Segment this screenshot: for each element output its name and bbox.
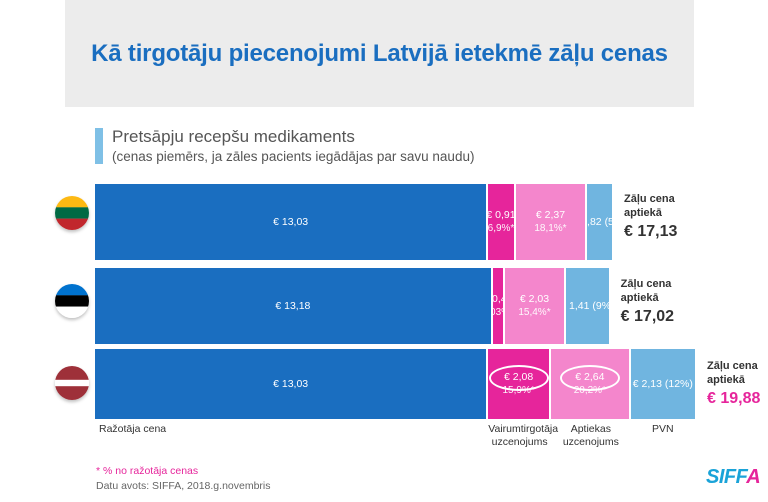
- bar-segment-wholesale: € 0,91 6,9%*: [488, 184, 516, 260]
- bar-percent-label: 15,4%*: [518, 307, 551, 318]
- bar-row-estonia: € 13,18 € 0,40 3,03%* € 2,03 15,4%* € 1,41 (9…: [95, 268, 609, 344]
- bar-segment-pharmacy: € 2,64 20,2%*: [551, 349, 631, 419]
- legend-wholesale-markup: Vairumtirgotāja uzcenojums: [488, 423, 559, 448]
- bar-value-label: € 0,40: [492, 293, 503, 305]
- bar-segment-vat: € 2,13 (12%): [630, 349, 695, 419]
- highlight-ellipse: [488, 365, 549, 391]
- bar-percent-label: 3,03%*: [493, 307, 503, 318]
- data-source: Datu avots: SIFFA, 2018.g.novembris: [96, 480, 271, 492]
- legend-pharmacy-markup: Aptiekas uzcenojums: [562, 423, 619, 448]
- total-price-estonia: Zāļu cena aptiekā € 17,02: [621, 277, 674, 326]
- page-title: Kā tirgotāju piecenojumi Latvijā ietekmē…: [91, 39, 668, 67]
- bar-row-latvia: € 13,03 € 2,08 15,9%* € 2,64 20,2%* € 2,13 (1…: [95, 349, 695, 419]
- legend-vat: PVN: [652, 423, 674, 435]
- total-price-lithuania: Zāļu cena aptiekā € 17,13: [624, 192, 677, 241]
- bar-value-label: € 1,41 (9%): [566, 300, 609, 312]
- legend-manufacturer-price: Ražotāja cena: [99, 423, 167, 435]
- siffa-logo: SIFFA: [706, 466, 761, 489]
- bar-segment-vat: € 0,82 (5%): [587, 184, 612, 260]
- total-label: Zāļu cena: [624, 193, 675, 205]
- latvia-flag-icon: [55, 366, 89, 400]
- highlight-ellipse: [559, 365, 620, 391]
- bar-value-label: € 13,03: [273, 378, 309, 390]
- bar-segment-manufacturer: € 13,03: [95, 349, 489, 419]
- bar-segment-wholesale: € 0,40 3,03%*: [492, 268, 505, 344]
- bar-percent-label: 18,1%*: [534, 223, 567, 234]
- total-label: aptiekā: [624, 207, 662, 219]
- logo-text: SIFF: [706, 466, 747, 488]
- chart-subtitle-note: (cenas piemērs, ja zāles pacients iegādā…: [112, 149, 475, 164]
- chart-subtitle: Pretsāpju recepšu medikaments: [112, 127, 355, 146]
- total-label: Zāļu cena: [707, 360, 758, 372]
- bar-percent-label: 6,9%*: [488, 223, 515, 234]
- total-label: aptiekā: [620, 292, 659, 304]
- subtitle-marker: [95, 128, 103, 164]
- bar-segment-manufacturer: € 13,18: [95, 268, 493, 344]
- total-value: € 17,13: [624, 223, 678, 240]
- bar-row-lithuania: € 13,03 € 0,91 6,9%* € 2,37 18,1%* € 0,82 (5%…: [95, 184, 612, 260]
- bar-segment-vat: € 1,41 (9%): [566, 268, 609, 344]
- bar-value-label: € 0,91: [488, 209, 516, 221]
- bar-value-label: € 13,18: [275, 300, 311, 312]
- bar-value-label: € 2,37: [535, 209, 566, 221]
- lithuania-flag-icon: [55, 196, 89, 230]
- bar-value-label: € 0,82 (5%): [587, 216, 612, 228]
- total-label: Zāļu cena: [620, 278, 672, 290]
- total-label: aptiekā: [707, 374, 745, 386]
- bar-segment-wholesale: € 2,08 15,9%*: [488, 349, 552, 419]
- total-value: € 17,02: [620, 308, 675, 325]
- bar-segment-pharmacy: € 2,03 15,4%*: [504, 268, 567, 344]
- total-price-latvia: Zāļu cena aptiekā € 19,88: [707, 359, 760, 408]
- logo-accent: A: [746, 466, 761, 488]
- title-banner: Kā tirgotāju piecenojumi Latvijā ietekmē…: [65, 0, 694, 107]
- bar-segment-manufacturer: € 13,03: [95, 184, 489, 260]
- bar-segment-pharmacy: € 2,37 18,1%*: [515, 184, 588, 260]
- bar-value-label: € 2,03: [519, 293, 550, 305]
- total-value: € 19,88: [707, 390, 761, 407]
- footnote: * % no ražotāja cenas: [96, 465, 199, 477]
- bar-value-label: € 13,03: [273, 216, 309, 228]
- estonia-flag-icon: [55, 284, 89, 318]
- bar-value-label: € 2,13 (12%): [632, 378, 693, 390]
